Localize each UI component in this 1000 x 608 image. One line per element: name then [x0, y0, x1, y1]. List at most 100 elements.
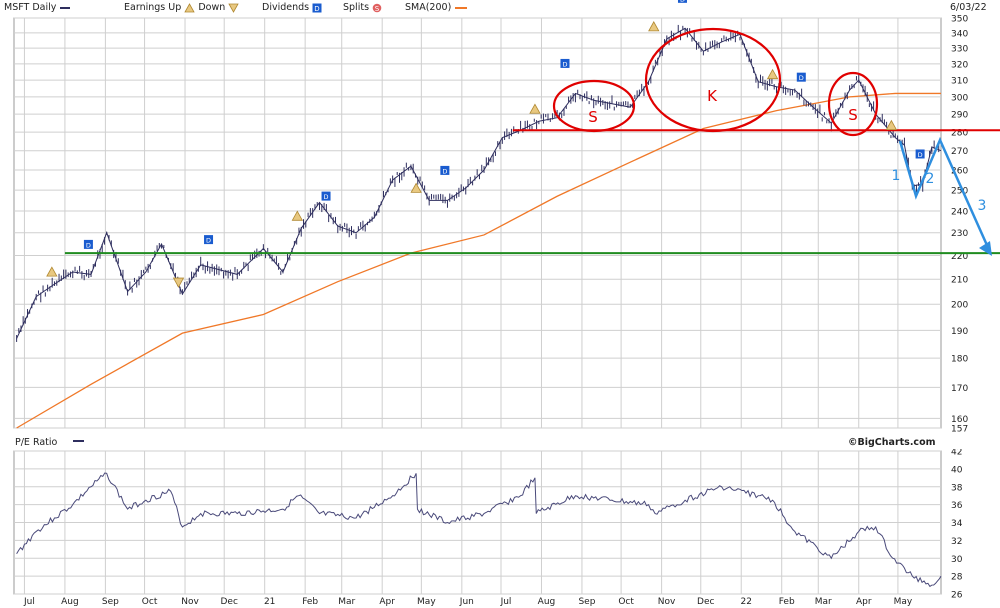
pe-y-tick-label: 42: [951, 448, 962, 458]
x-tick-label: Aug: [538, 597, 556, 607]
dividend-marker: [440, 165, 450, 175]
chart-date: 6/03/22: [950, 2, 987, 13]
pe-panel-label: P/E Ratio: [15, 437, 58, 448]
earnings-up-icon: [184, 2, 195, 12]
legend-down-label: Down: [198, 2, 226, 13]
earnings-up-marker: [648, 21, 660, 32]
chart-legend: MSFT Daily Earnings Up Down Dividends D …: [0, 0, 1000, 16]
legend-ticker: MSFT Daily: [4, 2, 71, 13]
x-tick-label: 21: [264, 597, 275, 607]
dividend-marker: [321, 191, 331, 201]
legend-dividends-label: Dividends: [262, 2, 310, 13]
price-y-tick-label: 280: [951, 129, 968, 139]
x-tick-label: Feb: [779, 597, 795, 607]
price-y-tick-label: 157: [951, 425, 968, 435]
price-y-tick-label: 220: [951, 252, 968, 262]
legend-splits: Splits S: [343, 2, 382, 13]
x-tick-label: 22: [741, 597, 752, 607]
price-y-tick-label: 180: [951, 355, 968, 365]
pe-y-tick-label: 36: [951, 501, 963, 511]
x-tick-label: Jun: [459, 597, 474, 607]
x-tick-label: May: [894, 597, 913, 607]
pe-y-tick-label: 28: [951, 573, 963, 583]
price-y-tick-label: 270: [951, 147, 968, 157]
price-y-tick-label: 160: [951, 415, 968, 425]
head-label: K: [707, 87, 718, 105]
sma-200-line: [16, 92, 941, 429]
dividend-marker: [83, 239, 93, 249]
x-tick-label: Nov: [181, 597, 199, 607]
dividend-marker: [915, 149, 925, 159]
price-y-tick-label: 240: [951, 207, 968, 217]
legend-splits-label: Splits: [343, 2, 370, 13]
wave-1-label: 1: [892, 168, 901, 184]
x-tick-label: Feb: [302, 597, 318, 607]
x-tick-label: Nov: [658, 597, 676, 607]
projection-arrowhead: [979, 241, 992, 256]
pe-y-tick-label: 40: [951, 465, 963, 475]
pe-y-tick-label: 30: [951, 555, 963, 565]
left-shoulder-label: S: [588, 108, 598, 126]
earnings-up-marker: [410, 182, 422, 193]
earnings-up-marker: [766, 68, 779, 80]
legend-ticker-label: MSFT Daily: [4, 2, 57, 13]
earnings-up-marker: [529, 103, 541, 114]
x-tick-label: Mar: [815, 597, 832, 607]
legend-sma: SMA(200): [405, 2, 468, 13]
pe-y-tick-label: 26: [951, 591, 963, 601]
price-y-tick-label: 340: [951, 29, 968, 39]
earnings-up-marker: [46, 266, 58, 277]
earnings-up-marker: [885, 119, 898, 131]
dividend-icon: D: [312, 3, 322, 13]
dividend-marker-label: D: [442, 167, 447, 175]
dividend-marker-label: D: [324, 193, 329, 201]
x-tick-label: Sep: [102, 597, 119, 607]
price-y-tick-label: 210: [951, 276, 968, 286]
wave-2-label: 2: [926, 171, 935, 187]
legend-earnings: Earnings Up Down: [124, 2, 239, 13]
x-tick-label: Apr: [379, 597, 395, 607]
dividend-marker-label: D: [86, 241, 91, 249]
earnings-down-marker: [172, 277, 185, 288]
left-shoulder-circle: [552, 79, 636, 133]
svg-text:D: D: [314, 5, 319, 13]
x-tick-label: May: [417, 597, 436, 607]
dividend-marker-label: D: [562, 60, 567, 68]
right-shoulder-circle: [827, 71, 879, 137]
sma-line-icon: [455, 6, 468, 9]
price-line-icon: [60, 6, 71, 9]
x-tick-label: Oct: [618, 597, 634, 607]
x-tick-label: Sep: [578, 597, 595, 607]
price-panel-frame: [13, 17, 942, 429]
x-tick-label: Oct: [142, 597, 158, 607]
dividend-marker: [677, 0, 687, 3]
projection-arrow: [898, 136, 992, 253]
split-icon: S: [372, 3, 382, 13]
credit-label: ©BigCharts.com: [848, 437, 936, 448]
earnings-up-marker: [291, 210, 304, 221]
dividend-marker: [796, 72, 806, 82]
x-tick-label: Dec: [220, 597, 237, 607]
x-tick-label: Aug: [61, 597, 79, 607]
pe-y-tick-label: 34: [951, 519, 963, 529]
legend-earnings-label: Earnings: [124, 2, 166, 13]
pe-y-tick-label: 38: [951, 483, 963, 493]
earnings-down-icon: [228, 3, 239, 13]
x-tick-label: Jul: [500, 597, 512, 607]
price-y-tick-label: 260: [951, 167, 968, 177]
head-circle: [644, 27, 782, 133]
x-tick-label: Jul: [23, 597, 35, 607]
price-y-tick-label: 230: [951, 229, 968, 239]
dividend-marker-label: D: [206, 237, 211, 245]
price-y-tick-label: 290: [951, 111, 968, 121]
dividend-marker: [560, 58, 570, 68]
price-y-tick-label: 250: [951, 187, 968, 197]
right-shoulder-label: S: [848, 106, 858, 124]
price-y-tick-label: 300: [951, 93, 968, 103]
legend-dividends: Dividends D: [262, 2, 322, 13]
price-y-tick-label: 330: [951, 45, 968, 55]
dividend-marker-label: D: [680, 0, 685, 3]
pe-header-strip: [0, 434, 1000, 449]
dividend-marker-label: D: [918, 151, 923, 159]
